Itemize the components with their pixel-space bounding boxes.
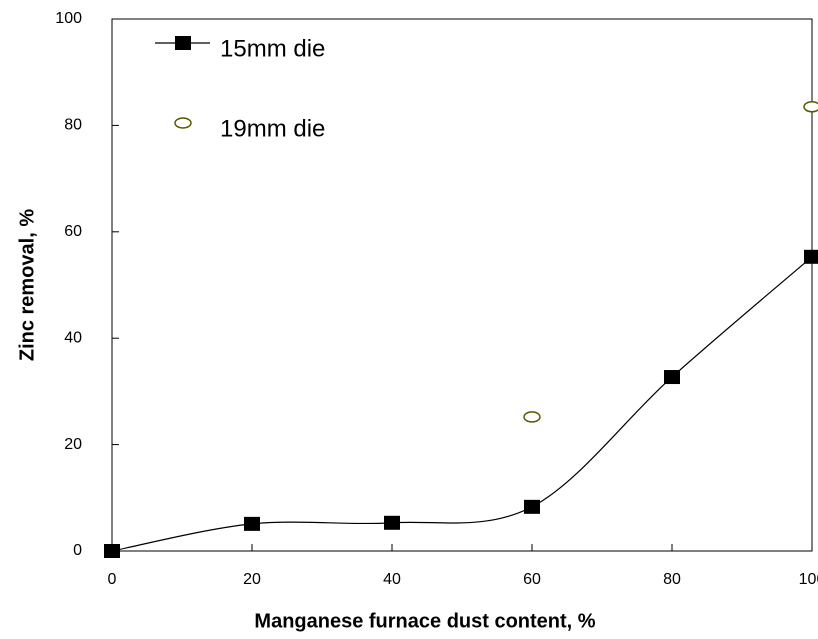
- legend-label: 19mm die: [220, 115, 325, 142]
- x-tick-label: 40: [383, 571, 401, 588]
- y-tick-label: 100: [55, 10, 82, 27]
- x-tick-label: 100: [799, 571, 818, 588]
- x-tick-label: 0: [108, 571, 117, 588]
- y-axis-title: Zinc removal, %: [16, 209, 38, 361]
- x-tick-label: 60: [523, 571, 541, 588]
- x-axis-title: Manganese furnace dust content, %: [254, 610, 595, 632]
- y-tick-label: 60: [64, 223, 82, 240]
- legend-marker: [174, 117, 192, 129]
- marker: [803, 101, 818, 113]
- marker: [524, 499, 540, 514]
- marker: [804, 249, 818, 264]
- legend-label: 15mm die: [220, 35, 325, 62]
- plot-frame: [111, 18, 813, 552]
- x-tick-label: 20: [243, 571, 261, 588]
- y-tick-label: 0: [73, 542, 82, 559]
- marker: [244, 516, 260, 531]
- marker: [523, 411, 541, 423]
- marker: [104, 544, 120, 558]
- series-line: [111, 256, 813, 552]
- y-tick-label: 20: [64, 436, 82, 453]
- y-tick-label: 80: [64, 117, 82, 134]
- legend-marker: [175, 36, 191, 50]
- y-tick-label: 40: [64, 329, 82, 346]
- marker: [664, 370, 680, 385]
- x-tick-label: 80: [663, 571, 681, 588]
- marker: [384, 515, 400, 530]
